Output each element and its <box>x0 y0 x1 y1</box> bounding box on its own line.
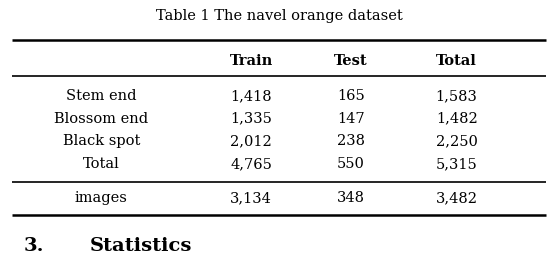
Text: 348: 348 <box>337 191 365 205</box>
Text: 550: 550 <box>337 157 365 171</box>
Text: 1,583: 1,583 <box>436 89 478 103</box>
Text: Table 1 The navel orange dataset: Table 1 The navel orange dataset <box>156 9 402 23</box>
Text: 238: 238 <box>337 134 365 148</box>
Text: Test: Test <box>334 54 368 68</box>
Text: 2,012: 2,012 <box>230 134 272 148</box>
Text: images: images <box>75 191 128 205</box>
Text: Total: Total <box>436 54 477 68</box>
Text: Stem end: Stem end <box>66 89 137 103</box>
Text: Statistics: Statistics <box>90 237 193 255</box>
Text: Total: Total <box>83 157 120 171</box>
Text: 1,482: 1,482 <box>436 111 478 126</box>
Text: 165: 165 <box>337 89 365 103</box>
Text: Black spot: Black spot <box>62 134 140 148</box>
Text: 1,335: 1,335 <box>230 111 272 126</box>
Text: Blossom end: Blossom end <box>54 111 148 126</box>
Text: 2,250: 2,250 <box>436 134 478 148</box>
Text: 3,482: 3,482 <box>436 191 478 205</box>
Text: 5,315: 5,315 <box>436 157 478 171</box>
Text: 4,765: 4,765 <box>230 157 272 171</box>
Text: 1,418: 1,418 <box>230 89 272 103</box>
Text: 3.: 3. <box>23 237 44 255</box>
Text: Train: Train <box>229 54 273 68</box>
Text: 3,134: 3,134 <box>230 191 272 205</box>
Text: 147: 147 <box>338 111 365 126</box>
